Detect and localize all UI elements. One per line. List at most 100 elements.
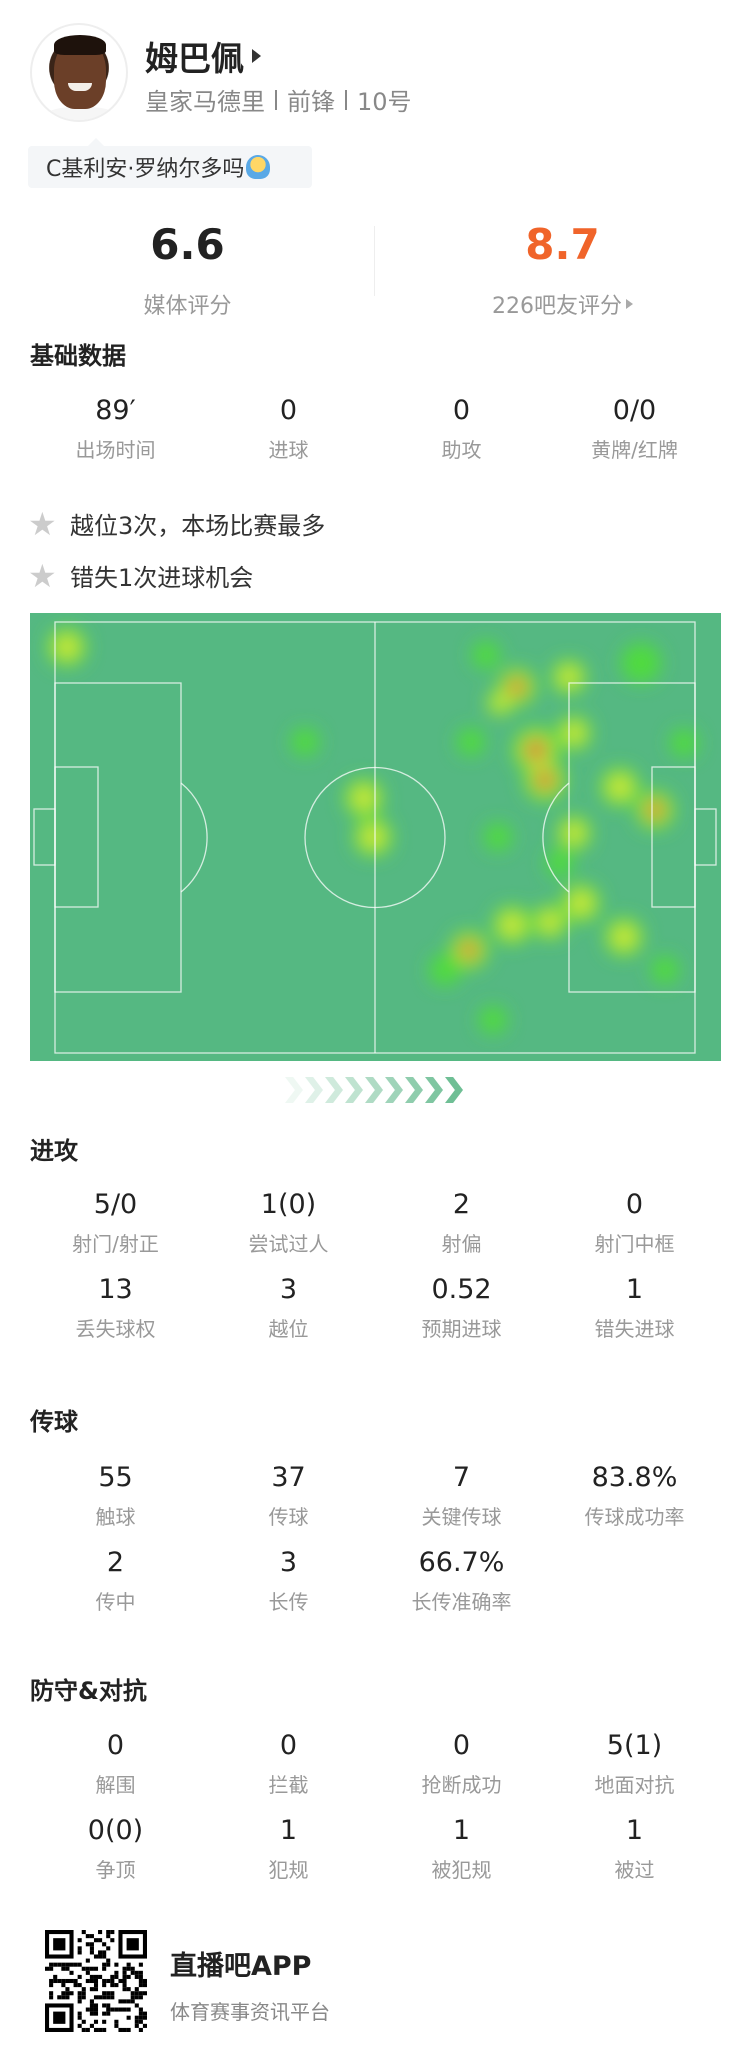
stat-label: 助攻	[441, 438, 482, 462]
stat-item: 83.8% 传球成功率	[548, 1461, 721, 1546]
stat-value: 55	[98, 1462, 133, 1493]
stat-value: 0.52	[431, 1274, 492, 1305]
stat-item: 0 解围	[29, 1729, 202, 1814]
stat-label: 关键传球	[421, 1505, 502, 1529]
section-title-defense: 防守&对抗	[30, 1677, 147, 1705]
stat-label: 传球成功率	[584, 1505, 685, 1529]
team: 皇家马德里	[145, 88, 265, 116]
heat-spot	[606, 773, 634, 801]
media-rating-value: 6.6	[150, 220, 225, 269]
stat-label: 预期进球	[421, 1317, 502, 1341]
stat-label: 丢失球权	[75, 1317, 156, 1341]
stat-value: 2	[106, 1547, 125, 1578]
heat-spot	[457, 728, 485, 756]
stat-label: 出场时间	[75, 438, 156, 462]
heat-spot	[610, 923, 638, 951]
stat-item: 0 助攻	[375, 394, 548, 479]
stat-item: 1 被过	[548, 1814, 721, 1899]
stat-item: 5(1) 地面对抗	[548, 1729, 721, 1814]
stat-item: 0 抢断成功	[375, 1729, 548, 1814]
section-title-basic: 基础数据	[30, 342, 126, 370]
heat-spot	[350, 784, 378, 812]
stat-label: 被犯规	[431, 1858, 492, 1882]
stat-item: 1 被犯规	[375, 1814, 548, 1899]
stat-value: 3	[279, 1547, 298, 1578]
stat-value: 0(0)	[87, 1815, 144, 1846]
stat-item: 89′ 出场时间	[29, 394, 202, 479]
stat-value: 0	[452, 1730, 471, 1761]
fan-rating[interactable]: 8.7 226吧友评分	[375, 220, 750, 320]
chevron-right-icon	[305, 1077, 323, 1103]
heat-spot	[561, 720, 587, 746]
chevron-right-icon	[285, 1077, 303, 1103]
stat-value: 1(0)	[260, 1189, 317, 1220]
stat-item: 2 射偏	[375, 1188, 548, 1273]
stat-item: 3 长传	[202, 1546, 375, 1631]
stat-label: 被过	[614, 1858, 655, 1882]
attack-direction-arrows	[285, 1077, 463, 1103]
stat-item: 1(0) 尝试过人	[202, 1188, 375, 1273]
stat-item: 0 射门中框	[548, 1188, 721, 1273]
stat-value: 0	[279, 395, 298, 426]
stat-value: 0	[106, 1730, 125, 1761]
heat-spot	[291, 728, 319, 756]
stat-value: 2	[452, 1189, 471, 1220]
stat-item: 0/0 黄牌/红牌	[548, 394, 721, 479]
stat-label: 传中	[95, 1590, 136, 1614]
stat-value: 5(1)	[606, 1730, 663, 1761]
shirt-number: 10号	[357, 88, 412, 116]
media-rating-label: 媒体评分	[143, 294, 232, 319]
player-name: 姆巴佩	[145, 39, 244, 78]
smiling-face-emoji-icon	[246, 155, 271, 179]
player-name-link[interactable]: 姆巴佩	[145, 32, 261, 80]
nickname-text: C基利安·罗纳尔多吗	[46, 157, 245, 182]
heat-spot	[537, 909, 563, 935]
heat-spot	[670, 729, 698, 757]
heat-spot	[567, 889, 595, 917]
stat-label: 争顶	[95, 1858, 136, 1882]
heat-spot	[561, 820, 587, 846]
chevron-right-icon	[405, 1077, 423, 1103]
stat-value: 0	[625, 1189, 644, 1220]
defense-stats: 0 解围 0 拦截 0 抢断成功 5(1) 地面对抗 0(0) 争顶 1 犯规 1 被犯规 1 被过	[0, 1729, 750, 1899]
stat-item: 0(0) 争顶	[29, 1814, 202, 1899]
app-slogan: 体育赛事资讯平台	[170, 2000, 330, 2024]
stat-value: 0	[279, 1730, 298, 1761]
stat-label: 传球	[268, 1505, 309, 1529]
attack-stats: 5/0 射门/射正 1(0) 尝试过人 2 射偏 0 射门中框 13 丢失球权 3 越位 0.52 预期进…	[0, 1188, 750, 1358]
stat-label: 触球	[95, 1505, 136, 1529]
stat-item: 1 错失进球	[548, 1273, 721, 1358]
pitch-lines	[33, 621, 717, 1054]
heat-spot	[484, 823, 512, 851]
stat-value: 37	[271, 1462, 306, 1493]
stat-label: 进球	[268, 438, 309, 462]
stat-item: 7 关键传球	[375, 1461, 548, 1546]
section-title-attack: 进攻	[30, 1137, 78, 1165]
position: 前锋	[287, 88, 335, 116]
stat-item: 2 传中	[29, 1546, 202, 1631]
play-arrow-icon	[252, 49, 261, 63]
heatmap-pitch	[30, 613, 721, 1061]
stat-item: 55 触球	[29, 1461, 202, 1546]
nickname-tag: C基利安·罗纳尔多吗	[28, 138, 312, 188]
stat-label: 犯规	[268, 1858, 309, 1882]
qr-code	[45, 1930, 147, 2032]
stat-item: 37 传球	[202, 1461, 375, 1546]
heat-spot	[472, 641, 500, 669]
highlight-item: ★ 错失1次进球机会	[28, 558, 253, 593]
heat-spot	[647, 802, 663, 818]
heat-spot	[53, 633, 81, 661]
app-name: 直播吧APP	[170, 1951, 312, 1982]
chevron-right-icon	[425, 1077, 443, 1103]
heat-spot	[461, 942, 477, 958]
stat-label: 越位	[268, 1317, 309, 1341]
divider	[374, 226, 375, 296]
player-avatar[interactable]	[30, 23, 128, 122]
stat-label: 解围	[95, 1773, 136, 1797]
stat-label: 射门/射正	[72, 1232, 159, 1256]
stat-value: 0/0	[612, 395, 657, 426]
highlight-item: ★ 越位3次，本场比赛最多	[28, 506, 325, 541]
heat-spot	[546, 849, 574, 877]
player-info: 皇家马德里 前锋 10号	[145, 82, 412, 117]
chevron-right-icon	[385, 1077, 403, 1103]
